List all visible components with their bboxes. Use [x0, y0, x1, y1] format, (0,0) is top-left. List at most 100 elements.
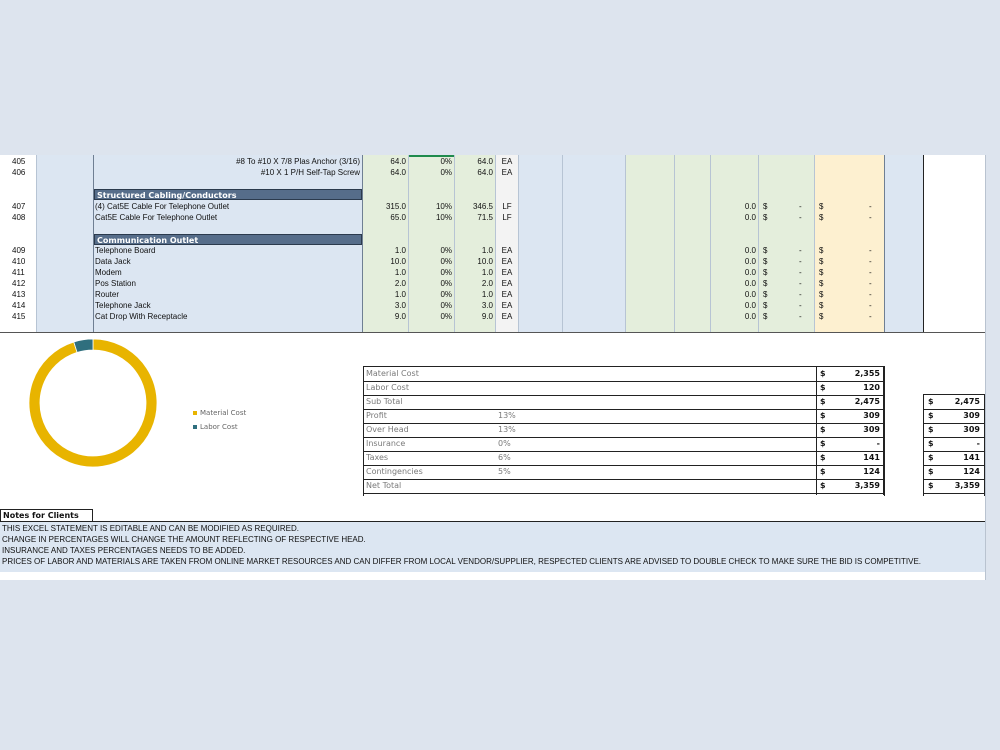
item-waste-pct[interactable]: 0% [440, 168, 452, 177]
item-description[interactable]: Pos Station [95, 279, 136, 288]
summary-percent[interactable]: 5% [498, 467, 511, 476]
item-quantity[interactable]: 10.0 [390, 257, 406, 266]
item-quantity[interactable]: 64.0 [390, 168, 406, 177]
grid-line [93, 155, 94, 332]
item-unit[interactable]: EA [501, 290, 513, 299]
item-total-qty[interactable]: 71.5 [477, 213, 493, 222]
item-description[interactable]: Modem [95, 268, 122, 277]
item-waste-pct[interactable]: 0% [440, 290, 452, 299]
summary-currency: $ [820, 467, 826, 476]
row-number: 406 [12, 168, 26, 177]
item-description[interactable]: Cat Drop With Receptacle [95, 312, 188, 321]
item-waste-pct[interactable]: 0% [440, 301, 452, 310]
summary-label: Profit [366, 411, 387, 420]
labor-hours[interactable]: 0.0 [744, 279, 756, 288]
item-waste-pct[interactable]: 0% [440, 279, 452, 288]
item-unit[interactable]: EA [501, 301, 513, 310]
item-description[interactable]: Cat5E Cable For Telephone Outlet [95, 213, 218, 222]
summary-label: Over Head [366, 425, 409, 434]
labor-currency: $ [763, 290, 768, 299]
item-quantity[interactable]: 1.0 [394, 246, 406, 255]
item-unit[interactable]: LF [502, 202, 512, 211]
item-quantity[interactable]: 3.0 [394, 301, 406, 310]
labor-hours[interactable]: 0.0 [744, 268, 756, 277]
item-total-qty[interactable]: 1.0 [481, 268, 493, 277]
row-number: 405 [12, 157, 26, 166]
summary-percent[interactable]: 13% [498, 411, 516, 420]
summary-percent[interactable]: 6% [498, 453, 511, 462]
item-unit[interactable]: EA [501, 168, 513, 177]
item-unit[interactable]: EA [501, 246, 513, 255]
summary-total-cell: $ 309 [924, 423, 984, 438]
item-total-qty[interactable]: 3.0 [481, 301, 493, 310]
item-total-qty[interactable]: 2.0 [481, 279, 493, 288]
item-unit[interactable]: EA [501, 268, 513, 277]
item-total-qty[interactable]: 346.5 [472, 202, 493, 211]
labor-hours[interactable]: 0.0 [744, 246, 756, 255]
item-waste-pct[interactable]: 0% [440, 268, 452, 277]
summary-value: - [976, 439, 980, 448]
item-description[interactable]: Telephone Board [95, 246, 156, 255]
grid-line [923, 155, 924, 332]
item-waste-pct[interactable]: 10% [435, 202, 452, 211]
summary-row-labor-cost: Labor Cost $ 120 [364, 381, 884, 396]
labor-hours[interactable]: 0.0 [744, 213, 756, 222]
total-amount: - [869, 312, 872, 321]
item-quantity[interactable]: 9.0 [394, 312, 406, 321]
item-quantity[interactable]: 1.0 [394, 290, 406, 299]
item-description[interactable]: Data Jack [95, 257, 131, 266]
summary-currency: $ [820, 383, 826, 392]
item-total-qty[interactable]: 1.0 [481, 246, 493, 255]
item-description[interactable]: (4) Cat5E Cable For Telephone Outlet [95, 202, 230, 211]
labor-hours[interactable]: 0.0 [744, 301, 756, 310]
item-total-qty[interactable]: 10.0 [477, 257, 493, 266]
table-row: 414 Telephone Jack 3.0 0% 3.0 EA 0.0 $ -… [0, 300, 923, 311]
item-waste-pct[interactable]: 0% [440, 246, 452, 255]
item-quantity[interactable]: 1.0 [394, 268, 406, 277]
summary-row-net-total: Net Total $ 3,359 [364, 479, 884, 494]
item-waste-pct[interactable]: 0% [440, 312, 452, 321]
item-unit[interactable]: EA [501, 312, 513, 321]
summary-currency: $ [928, 397, 934, 406]
item-total-qty[interactable]: 64.0 [477, 168, 493, 177]
item-total-qty[interactable]: 1.0 [481, 290, 493, 299]
labor-amount: - [799, 279, 802, 288]
item-waste-pct[interactable]: 0% [440, 257, 452, 266]
item-quantity[interactable]: 65.0 [390, 213, 406, 222]
item-quantity[interactable]: 64.0 [390, 157, 406, 166]
item-waste-pct[interactable]: 0% [440, 157, 452, 166]
item-unit[interactable]: EA [501, 257, 513, 266]
item-description[interactable]: Router [95, 290, 120, 299]
summary-value: 124 [863, 467, 880, 476]
item-total-qty[interactable]: 9.0 [481, 312, 493, 321]
labor-hours[interactable]: 0.0 [744, 202, 756, 211]
total-currency: $ [819, 301, 824, 310]
donut-slice-labor [73, 338, 94, 353]
item-total-qty[interactable]: 64.0 [477, 157, 493, 166]
summary-percent[interactable]: 13% [498, 425, 516, 434]
summary-currency: $ [928, 467, 934, 476]
notes-divider [93, 521, 985, 522]
summary-currency: $ [820, 439, 826, 448]
total-amount: - [869, 290, 872, 299]
item-unit[interactable]: EA [501, 157, 513, 166]
item-quantity[interactable]: 315.0 [385, 202, 406, 211]
labor-amount: - [799, 268, 802, 277]
labor-hours[interactable]: 0.0 [744, 257, 756, 266]
labor-hours[interactable]: 0.0 [744, 312, 756, 321]
grid-line [884, 155, 885, 332]
item-waste-pct[interactable]: 10% [435, 213, 452, 222]
summary-total-cell: $ 141 [924, 451, 984, 466]
item-unit[interactable]: LF [502, 213, 512, 222]
item-description[interactable]: #8 To #10 X 7/8 Plas Anchor (3/16) [236, 157, 360, 166]
item-description[interactable]: Telephone Jack [95, 301, 151, 310]
notes-body: THIS EXCEL STATEMENT IS EDITABLE AND CAN… [0, 522, 985, 572]
item-quantity[interactable]: 2.0 [394, 279, 406, 288]
labor-currency: $ [763, 202, 768, 211]
summary-percent[interactable]: 0% [498, 439, 511, 448]
item-unit[interactable]: EA [501, 279, 513, 288]
item-description[interactable]: #10 X 1 P/H Self-Tap Screw [260, 168, 360, 177]
summary-currency: $ [820, 369, 826, 378]
labor-currency: $ [763, 301, 768, 310]
labor-hours[interactable]: 0.0 [744, 290, 756, 299]
